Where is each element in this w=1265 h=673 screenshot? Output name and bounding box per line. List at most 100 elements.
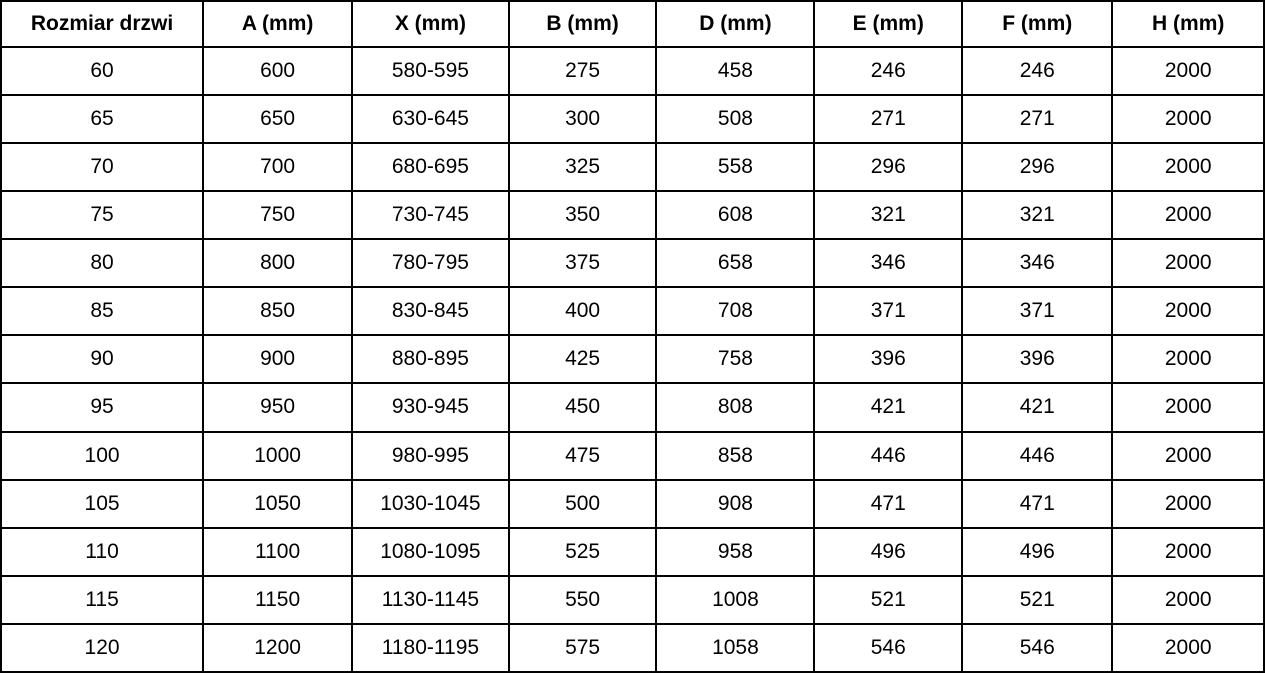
table-row: 60 600 580-595 275 458 246 246 2000 (0, 45, 1265, 97)
table-cell: 496 (813, 526, 964, 577)
table-row: 75 750 730-745 350 608 321 321 2000 (0, 190, 1265, 241)
table-cell: 2000 (1111, 430, 1265, 481)
table-cell: 630-645 (351, 94, 510, 145)
table-cell: 246 (813, 45, 964, 97)
table-cell: 650 (202, 94, 354, 145)
table-cell: 458 (655, 45, 816, 97)
table-cell: 758 (655, 334, 816, 385)
table-cell: 2000 (1111, 574, 1265, 625)
header-cell: X (mm) (351, 0, 510, 48)
table-cell: 600 (202, 45, 354, 97)
table-cell: 808 (655, 382, 816, 433)
table-cell: 708 (655, 286, 816, 337)
table-cell: 446 (961, 430, 1114, 481)
table-cell: 930-945 (351, 382, 510, 433)
table-cell: 400 (507, 286, 658, 337)
table-cell: 296 (813, 142, 964, 193)
table-cell: 271 (813, 94, 964, 145)
table-cell: 471 (813, 478, 964, 529)
table-row: 90 900 880-895 425 758 396 396 2000 (0, 334, 1265, 385)
table-cell: 1130-1145 (351, 574, 510, 625)
table-cell: 65 (0, 94, 205, 145)
table-cell: 100 (0, 430, 205, 481)
table-cell: 120 (0, 622, 205, 673)
table-row: 80 800 780-795 375 658 346 346 2000 (0, 238, 1265, 289)
table-cell: 658 (655, 238, 816, 289)
table-cell: 730-745 (351, 190, 510, 241)
table-cell: 908 (655, 478, 816, 529)
table-cell: 508 (655, 94, 816, 145)
table-cell: 425 (507, 334, 658, 385)
table-cell: 70 (0, 142, 205, 193)
table-cell: 521 (961, 574, 1114, 625)
table-cell: 350 (507, 190, 658, 241)
header-cell: F (mm) (961, 0, 1114, 48)
table-cell: 371 (961, 286, 1114, 337)
table-cell: 1000 (202, 430, 354, 481)
table-row: 95 950 930-945 450 808 421 421 2000 (0, 382, 1265, 433)
table-cell: 450 (507, 382, 658, 433)
table-cell: 680-695 (351, 142, 510, 193)
table-cell: 750 (202, 190, 354, 241)
table-cell: 546 (961, 622, 1114, 673)
table-cell: 980-995 (351, 430, 510, 481)
table-cell: 2000 (1111, 526, 1265, 577)
table-cell: 900 (202, 334, 354, 385)
table-cell: 80 (0, 238, 205, 289)
table-cell: 346 (813, 238, 964, 289)
header-cell: B (mm) (507, 0, 658, 48)
table-row: 85 850 830-845 400 708 371 371 2000 (0, 286, 1265, 337)
table-cell: 500 (507, 478, 658, 529)
table-cell: 75 (0, 190, 205, 241)
table-cell: 90 (0, 334, 205, 385)
table-cell: 780-795 (351, 238, 510, 289)
table-body: 60 600 580-595 275 458 246 246 2000 65 650 630-645… (0, 45, 1265, 673)
table-cell: 1080-1095 (351, 526, 510, 577)
table-cell: 446 (813, 430, 964, 481)
table-cell: 558 (655, 142, 816, 193)
table-cell: 371 (813, 286, 964, 337)
table-header: Rozmiar drzwi A (mm) X (mm) B (mm) D (mm) E (… (0, 0, 1265, 48)
table-cell: 830-845 (351, 286, 510, 337)
table-cell: 421 (961, 382, 1114, 433)
table-cell: 1150 (202, 574, 354, 625)
table-cell: 1100 (202, 526, 354, 577)
table-cell: 2000 (1111, 142, 1265, 193)
table-cell: 1008 (655, 574, 816, 625)
table-cell: 321 (961, 190, 1114, 241)
table-cell: 300 (507, 94, 658, 145)
table-cell: 110 (0, 526, 205, 577)
table-cell: 880-895 (351, 334, 510, 385)
table-cell: 1058 (655, 622, 816, 673)
table-row: 110 1100 1080-1095 525 958 496 496 2000 (0, 526, 1265, 577)
table-row: 100 1000 980-995 475 858 446 446 2000 (0, 430, 1265, 481)
table-cell: 396 (961, 334, 1114, 385)
table-cell: 105 (0, 478, 205, 529)
table-cell: 471 (961, 478, 1114, 529)
header-cell: Rozmiar drzwi (0, 0, 205, 48)
table-cell: 800 (202, 238, 354, 289)
table-row: 70 700 680-695 325 558 296 296 2000 (0, 142, 1265, 193)
table-cell: 2000 (1111, 478, 1265, 529)
table-cell: 271 (961, 94, 1114, 145)
table-cell: 2000 (1111, 190, 1265, 241)
table-cell: 95 (0, 382, 205, 433)
table-cell: 325 (507, 142, 658, 193)
header-row: Rozmiar drzwi A (mm) X (mm) B (mm) D (mm) E (… (0, 0, 1265, 48)
table-cell: 608 (655, 190, 816, 241)
table-cell: 575 (507, 622, 658, 673)
table-cell: 346 (961, 238, 1114, 289)
table-cell: 521 (813, 574, 964, 625)
table-cell: 546 (813, 622, 964, 673)
table-row: 65 650 630-645 300 508 271 271 2000 (0, 94, 1265, 145)
table-cell: 580-595 (351, 45, 510, 97)
table-cell: 850 (202, 286, 354, 337)
table-cell: 115 (0, 574, 205, 625)
table-cell: 550 (507, 574, 658, 625)
table-cell: 2000 (1111, 382, 1265, 433)
table-cell: 2000 (1111, 238, 1265, 289)
table-cell: 396 (813, 334, 964, 385)
table-cell: 296 (961, 142, 1114, 193)
table-row: 120 1200 1180-1195 575 1058 546 546 2000 (0, 622, 1265, 673)
header-cell: E (mm) (813, 0, 964, 48)
